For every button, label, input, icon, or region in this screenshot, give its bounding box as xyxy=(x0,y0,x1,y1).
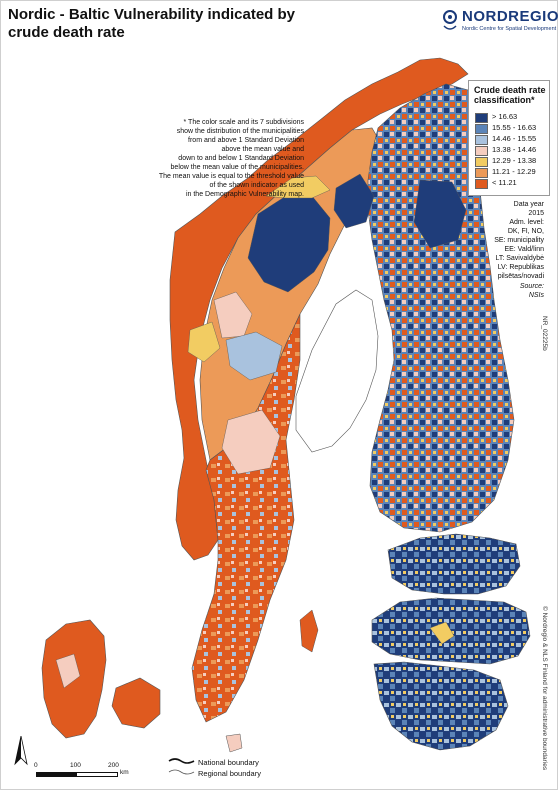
regional-boundary-icon xyxy=(168,769,195,775)
region-lapland-yellow xyxy=(265,175,331,199)
legend-label: 12.29 - 13.38 xyxy=(492,156,537,165)
map-id: NR_02225b xyxy=(541,316,548,351)
meta-line: SE: municipality xyxy=(494,237,544,244)
region-kainuu-high xyxy=(413,179,467,249)
meta-line: 2015 xyxy=(528,210,544,217)
regional-boundary-label: Regional boundary xyxy=(198,769,261,778)
note-line: The mean value is equal to the threshold… xyxy=(158,173,304,180)
legend-title: Crude death rate classification* xyxy=(474,85,546,105)
meta-line: EE: Vald/linn xyxy=(504,246,544,253)
copyright-notice: © Nordregio & NLS Finland for administra… xyxy=(541,606,548,771)
legend-label: 13.38 - 14.46 xyxy=(492,145,537,154)
scale-tick-label: 100 xyxy=(70,762,81,769)
meta-line: Data year xyxy=(513,201,544,208)
note-line: of the shown indicator as used xyxy=(209,182,304,189)
region-jamtland xyxy=(225,331,283,381)
region-lithuania xyxy=(373,661,509,751)
region-zealand xyxy=(111,677,161,729)
region-bornholm xyxy=(225,733,243,753)
boundary-legend-icons xyxy=(168,758,195,775)
note-line: above the mean value and xyxy=(221,146,304,153)
region-central-light xyxy=(213,291,253,339)
scale-bar: 0 100 200 km xyxy=(30,762,130,780)
legend-swatch xyxy=(475,168,488,178)
map-legend: Crude death rate classification* > 16.63… xyxy=(468,80,550,196)
scale-bar-graphic xyxy=(36,772,118,777)
legend-label: 15.55 - 16.63 xyxy=(492,123,537,132)
region-mid-norway-yellow xyxy=(187,321,221,363)
region-gotland xyxy=(299,609,319,653)
region-northern-finland-high xyxy=(333,173,375,229)
scale-tick-label: 200 xyxy=(108,762,119,769)
legend-title-line: classification* xyxy=(474,95,535,105)
north-arrow-icon xyxy=(14,736,28,766)
data-source: Source: NSIs xyxy=(480,282,544,300)
source-label: Source: xyxy=(519,283,544,290)
legend-swatch xyxy=(475,135,488,145)
legend-swatch xyxy=(475,146,488,156)
gulf-of-bothnia xyxy=(295,289,379,453)
note-line: down to and below 1 Standard Deviation xyxy=(178,155,304,162)
data-metadata: Data year 2015 Adm. level: DK, FI, NO, S… xyxy=(480,200,544,281)
legend-swatch xyxy=(475,179,488,189)
map-title: Nordic - Baltic Vulnerability indicated … xyxy=(8,6,295,41)
nordregio-logo: NORDREGIO Nordic Centre for Spatial Deve… xyxy=(440,6,558,42)
source-value: NSIs xyxy=(528,292,544,299)
legend-label: < 11.21 xyxy=(492,178,517,187)
legend-swatch xyxy=(475,124,488,134)
region-riga-light xyxy=(429,621,455,645)
legend-label: > 16.63 xyxy=(492,112,518,121)
scale-unit: km xyxy=(120,769,129,776)
legend-title-line: Crude death rate xyxy=(474,85,546,95)
national-boundary-label: National boundary xyxy=(198,758,259,767)
note-line: below the mean value of the municipaliti… xyxy=(170,164,304,171)
national-boundary-icon xyxy=(168,758,195,764)
note-line: * The color scale and its 7 subdivisions xyxy=(183,119,305,126)
logo-tagline: Nordic Centre for Spatial Development xyxy=(462,26,557,32)
logo-wordmark: NORDREGIO xyxy=(462,8,558,25)
meta-line: LT: Savivaldybė xyxy=(495,255,544,262)
legend-swatch xyxy=(475,113,488,123)
meta-line: DK, FI, NO, xyxy=(507,228,544,235)
region-estonia xyxy=(387,533,521,595)
legend-label: 11.21 - 12.29 xyxy=(492,167,536,176)
note-line: from and above 1 Standard Deviation xyxy=(188,137,304,144)
note-line: show the distribution of the municipalit… xyxy=(176,128,304,135)
region-dalarna xyxy=(221,409,281,475)
legend-label: 14.46 - 15.55 xyxy=(492,134,537,143)
note-line: in the Demographic Vulnerability map. xyxy=(185,191,304,198)
meta-line: Adm. level: xyxy=(509,219,544,226)
legend-swatch xyxy=(475,157,488,167)
region-denmark-light xyxy=(55,653,81,689)
meta-line: pilsētas/novadi xyxy=(497,273,544,280)
classification-note: * The color scale and its 7 subdivisions… xyxy=(128,118,304,199)
scale-tick-label: 0 xyxy=(34,762,38,769)
meta-line: LV: Republikas xyxy=(497,264,544,271)
nordregio-logo-icon xyxy=(443,10,457,30)
